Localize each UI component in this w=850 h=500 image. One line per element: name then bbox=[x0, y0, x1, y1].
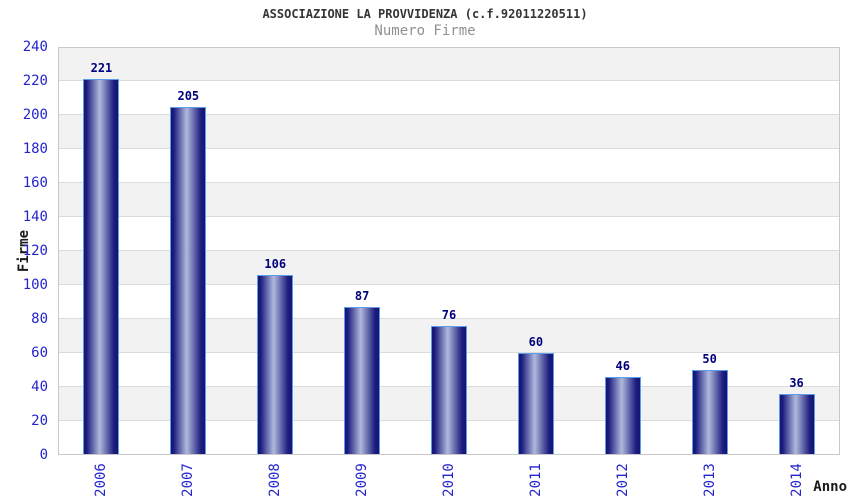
bar-value-label: 106 bbox=[264, 256, 287, 271]
y-tick-label: 120 bbox=[22, 243, 48, 259]
plot-band bbox=[58, 47, 840, 81]
y-tick-label: 100 bbox=[22, 277, 48, 293]
bar-value-label: 87 bbox=[354, 289, 370, 304]
y-tick-label: 240 bbox=[22, 39, 48, 55]
chart-title: ASSOCIAZIONE LA PROVVIDENZA (c.f.9201122… bbox=[262, 7, 588, 21]
gridline bbox=[58, 284, 840, 285]
bar bbox=[691, 370, 728, 455]
bar-value-label: 50 bbox=[702, 352, 717, 366]
bar-value-label: 76 bbox=[441, 307, 457, 322]
bar bbox=[431, 325, 467, 455]
x-axis-title: Anno bbox=[813, 479, 847, 495]
bar bbox=[778, 393, 815, 455]
y-tick-label: 80 bbox=[31, 311, 48, 327]
bar bbox=[83, 79, 120, 455]
gridline bbox=[58, 216, 840, 217]
bar-value-label: 60 bbox=[528, 335, 544, 349]
y-tick-label: 60 bbox=[31, 345, 48, 361]
gridline bbox=[58, 182, 840, 183]
plot-area: 221 205 106 87 76 60 46 50 36 bbox=[58, 47, 840, 455]
bar bbox=[344, 307, 381, 455]
gridline bbox=[58, 80, 840, 81]
bar bbox=[517, 353, 554, 455]
y-tick-label: 0 bbox=[39, 447, 48, 463]
y-tick-label: 140 bbox=[22, 209, 48, 225]
y-tick-label: 180 bbox=[22, 141, 48, 157]
bar bbox=[604, 376, 641, 455]
y-tick-label: 40 bbox=[31, 379, 48, 395]
bar bbox=[170, 106, 207, 455]
y-tick-label: 220 bbox=[22, 73, 48, 89]
bar-value-label: 46 bbox=[615, 358, 630, 373]
gridline bbox=[58, 148, 840, 149]
gridline bbox=[58, 318, 840, 319]
y-tick-label: 160 bbox=[22, 175, 48, 191]
gridline bbox=[58, 114, 840, 115]
bar-value-label: 221 bbox=[90, 61, 113, 76]
chart-subtitle: Numero Firme bbox=[374, 23, 476, 39]
bar-value-label: 36 bbox=[789, 375, 804, 390]
y-tick-label: 200 bbox=[22, 107, 48, 123]
gridline bbox=[58, 250, 840, 251]
y-tick-label: 20 bbox=[31, 413, 48, 429]
bar-value-label: 205 bbox=[177, 88, 200, 103]
bar bbox=[257, 274, 294, 455]
